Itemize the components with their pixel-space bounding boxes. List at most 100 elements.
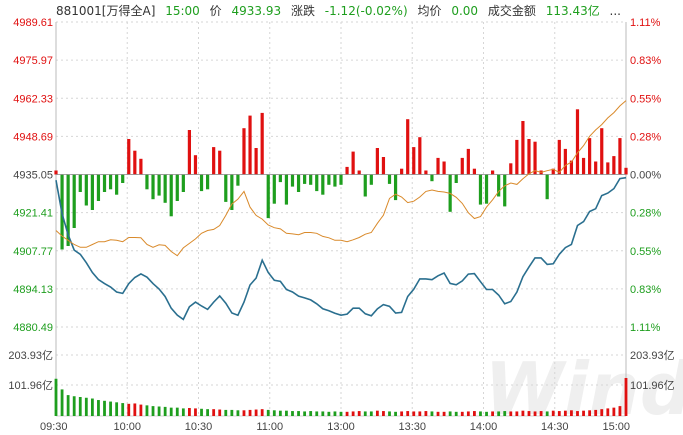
volume-bar xyxy=(497,411,501,416)
volume-bar xyxy=(351,411,355,416)
x-tick-label: 15:00 xyxy=(602,421,630,433)
volume-bar xyxy=(570,410,573,416)
breadth-bar-up xyxy=(212,147,216,175)
breadth-bar-up xyxy=(187,130,192,175)
y-tick-label-left: 4935.05 xyxy=(13,170,53,182)
volume-bar xyxy=(612,407,616,416)
volume-bar xyxy=(418,411,422,416)
breadth-bar-down xyxy=(478,174,483,205)
breadth-bar-up xyxy=(260,112,264,175)
breadth-bar-up xyxy=(575,109,580,175)
volume-bar xyxy=(412,411,416,416)
price-value: 4933.93 xyxy=(231,4,282,18)
breadth-bar-up xyxy=(442,161,446,175)
volume-bar xyxy=(54,378,58,416)
volume-bar xyxy=(103,400,106,416)
volume-bar xyxy=(139,404,143,416)
volume-bar xyxy=(66,395,70,416)
volume-bar xyxy=(175,407,179,416)
x-tick-label: 10:30 xyxy=(185,421,213,433)
volume-bar xyxy=(181,408,185,416)
breadth-bar-down xyxy=(205,174,210,190)
volume-bar xyxy=(248,409,252,416)
breadth-bar-up xyxy=(563,148,567,175)
breadth-bar-down xyxy=(90,174,94,210)
volume-bar xyxy=(357,411,361,416)
volume-bar xyxy=(218,409,222,416)
breadth-bar-down xyxy=(78,174,82,192)
volume-bar xyxy=(78,397,82,416)
volume-bar xyxy=(72,396,76,416)
volume-bar xyxy=(594,409,598,416)
breadth-bar-down xyxy=(102,174,107,192)
volume-bar xyxy=(460,411,464,416)
breadth-bar-up xyxy=(606,162,610,175)
y-tick-label-left: 4880.49 xyxy=(13,322,53,334)
volume-bar xyxy=(551,410,555,416)
volume-bar xyxy=(109,401,112,416)
price-line xyxy=(55,176,627,321)
volume-bar xyxy=(539,411,543,416)
volume-bar xyxy=(60,389,64,416)
breadth-bar-up xyxy=(424,170,428,175)
breadth-bar-down xyxy=(296,174,301,192)
change-value: -1.12(-0.02%) xyxy=(324,4,408,18)
y-tick-label-left: 4948.69 xyxy=(13,131,53,143)
volume-bar xyxy=(600,409,604,416)
breadth-bar-down xyxy=(497,174,501,197)
volume-bar xyxy=(242,410,246,416)
breadth-bar-down xyxy=(145,174,149,190)
volume-bar xyxy=(345,411,349,416)
volume-bar xyxy=(333,411,337,416)
volume-bar xyxy=(169,407,173,416)
volume-bar xyxy=(582,410,585,416)
breadth-bar-up xyxy=(521,121,525,175)
volume-bar xyxy=(260,409,264,416)
breadth-bar-down xyxy=(108,174,113,190)
volume-bar xyxy=(454,411,458,416)
x-tick-label: 13:00 xyxy=(327,421,355,433)
volume-bar xyxy=(327,411,331,416)
y-tick-label-right: 0.83% xyxy=(630,55,661,67)
breadth-bar-up xyxy=(412,147,416,175)
breadth-bar-up xyxy=(193,155,198,175)
breadth-bar-down xyxy=(66,174,70,246)
volume-bar xyxy=(97,400,100,416)
breadth-bar-up xyxy=(54,170,58,175)
breadth-bar-up xyxy=(509,163,513,175)
volume-bar xyxy=(224,409,228,416)
volume-bar xyxy=(84,397,88,416)
breadth-bar-down xyxy=(339,174,343,185)
volume-bar xyxy=(121,403,125,416)
volume-bar xyxy=(375,410,379,416)
volume-bar xyxy=(145,405,149,416)
breadth-bar-down xyxy=(309,174,313,185)
volume-bar xyxy=(285,410,288,416)
breadth-bar-down xyxy=(72,174,76,228)
breadth-bar-up xyxy=(133,150,137,175)
volume-bar xyxy=(115,402,119,416)
y-tick-label-left: 4907.77 xyxy=(13,246,53,258)
x-tick-label: 14:00 xyxy=(470,421,498,433)
y-tick-label-left: 4921.41 xyxy=(13,208,53,220)
volume-bar xyxy=(303,411,307,416)
avg-label: 均价 xyxy=(417,4,442,18)
volume-bar xyxy=(236,410,240,416)
breadth-bar-up xyxy=(569,160,574,175)
volume-bar xyxy=(618,406,622,416)
breadth-bar-up xyxy=(345,166,349,175)
volume-bar xyxy=(406,411,410,416)
avg-value: 0.00 xyxy=(451,4,479,18)
breadth-bar-down xyxy=(503,174,507,207)
volume-bar xyxy=(503,411,507,416)
volume-bar xyxy=(157,406,161,416)
y-tick-label-right: 0.00% xyxy=(630,170,661,182)
volume-bar xyxy=(194,408,197,416)
volume-bar xyxy=(473,411,476,416)
volume-bar xyxy=(557,411,561,416)
volume-tick-label-left: 101.96亿 xyxy=(8,379,53,392)
volume-bar xyxy=(382,411,385,416)
breadth-bar-up xyxy=(351,151,355,175)
breadth-bar-up xyxy=(624,167,628,175)
